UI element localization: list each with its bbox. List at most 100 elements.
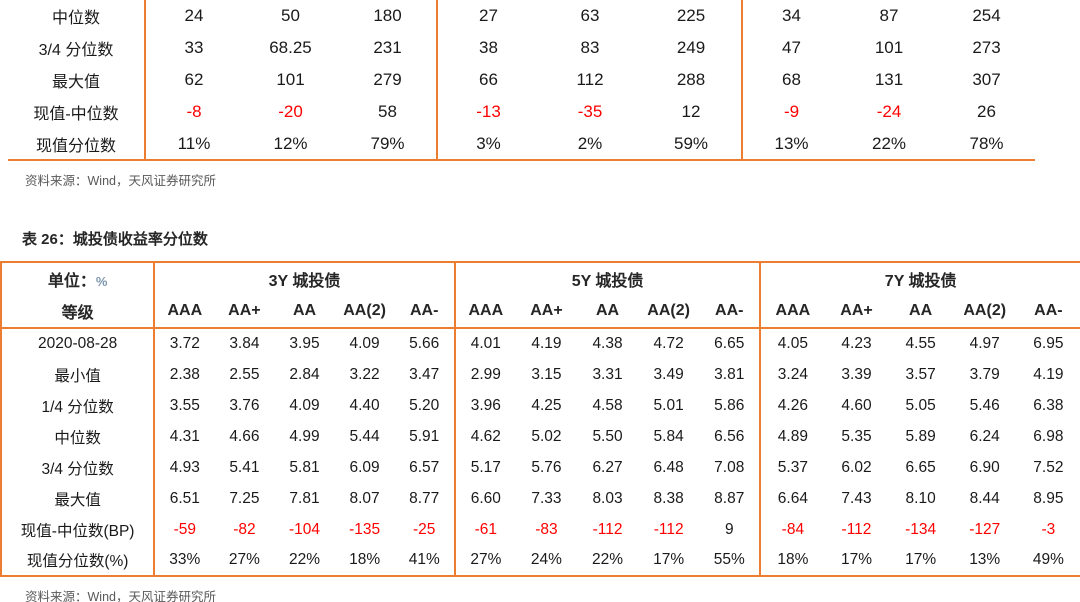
value-cell: 8.44 xyxy=(969,489,1000,507)
table-row: 3/4 分位数 4.93 5.41 5.81 6.09 6.57 5.17 5.76 6.27 6… xyxy=(1,452,1080,483)
value-cell: -20 xyxy=(278,102,303,121)
rating-header: AAA xyxy=(759,295,825,328)
value-cell: 101 xyxy=(874,38,904,57)
value-cell: 38 xyxy=(436,32,539,64)
value-cell: 4.62 xyxy=(453,421,516,452)
value-cell: 5.17 xyxy=(453,452,516,483)
value-cell: -59 xyxy=(153,514,215,545)
row-label: 现值分位数(%) xyxy=(26,553,129,570)
value-cell: 2.84 xyxy=(289,365,320,383)
value-cell: 8.77 xyxy=(409,489,440,507)
table-row: 1/4 分位数 3.55 3.76 4.09 4.40 5.20 3.96 4.25 4.58 5… xyxy=(1,390,1080,421)
value-cell: 8.10 xyxy=(905,489,936,507)
row-label: 现值分位数 xyxy=(35,137,116,155)
value-cell: 5.01 xyxy=(653,396,684,414)
value-cell: 5.02 xyxy=(531,427,562,445)
value-cell: 5.35 xyxy=(841,427,872,445)
table-row: 中位数 24 50 180 27 63 225 34 87 254 xyxy=(8,0,1035,32)
value-cell: 9 xyxy=(724,520,734,538)
value-cell: 8.87 xyxy=(714,489,745,507)
value-cell: 6.65 xyxy=(714,335,745,352)
value-cell: 6.51 xyxy=(153,483,215,514)
value-cell: 18% xyxy=(349,551,381,568)
value-cell: 2.38 xyxy=(153,359,215,390)
value-cell: 12% xyxy=(273,133,308,153)
value-cell: 26 xyxy=(977,102,996,121)
table26-title: 表 26：城投债收益率分位数 xyxy=(22,231,208,248)
value-cell: 3.79 xyxy=(969,365,1000,383)
value-cell: 8.07 xyxy=(349,489,380,507)
row-label: 现值-中位数 xyxy=(33,106,119,123)
row-label: 3/4 分位数 xyxy=(38,42,114,59)
rating-header: AA- xyxy=(1034,302,1063,319)
group-header-row: 单位：% 3Y 城投债 5Y 城投债 7Y 城投债 xyxy=(1,262,1080,295)
value-cell: 4.05 xyxy=(759,328,825,359)
rating-header: AAA xyxy=(453,295,516,328)
value-cell: -13 xyxy=(436,96,539,128)
value-cell: -25 xyxy=(413,520,436,538)
rating-header: AA xyxy=(292,302,317,319)
value-cell: 83 xyxy=(580,38,600,57)
rating-header: AA xyxy=(595,302,620,319)
value-cell: 6.64 xyxy=(759,483,825,514)
value-cell: 4.93 xyxy=(153,452,215,483)
table-row: 3/4 分位数 33 68.25 231 38 83 249 47 101 273 xyxy=(8,32,1035,64)
value-cell: 4.31 xyxy=(153,421,215,452)
value-cell: 4.40 xyxy=(349,396,380,414)
value-cell: -104 xyxy=(288,520,321,538)
value-cell: -83 xyxy=(535,520,558,538)
group-header-5y: 5Y 城投债 xyxy=(453,262,761,295)
value-cell: 279 xyxy=(373,70,402,89)
table-row: 中位数 4.31 4.66 4.99 5.44 5.91 4.62 5.02 5.50 5.84 6… xyxy=(1,421,1080,452)
value-cell: 6.02 xyxy=(841,458,872,476)
value-cell: 3.24 xyxy=(759,359,825,390)
rating-header: AA xyxy=(909,302,933,319)
value-cell: -9 xyxy=(741,96,840,128)
table-row: 最小值 2.38 2.55 2.84 3.22 3.47 2.99 3.15 3.31 3.49 3… xyxy=(1,359,1080,390)
value-cell: 6.65 xyxy=(905,458,936,476)
unit-label: 单位： xyxy=(47,273,96,290)
row-label: 3/4 分位数 xyxy=(41,460,114,478)
value-cell: 27% xyxy=(228,551,260,568)
value-cell: 3.15 xyxy=(531,365,562,383)
rating-header: AA- xyxy=(715,302,744,319)
value-cell: 8.03 xyxy=(592,489,623,507)
value-cell: 79% xyxy=(370,133,405,153)
value-cell: 4.72 xyxy=(653,335,684,352)
value-cell: 6.09 xyxy=(349,458,380,476)
group-header-3y: 3Y 城投债 xyxy=(153,262,455,295)
rating-header: AA+ xyxy=(840,302,873,319)
value-cell: 7.52 xyxy=(1033,458,1064,476)
value-cell: 5.20 xyxy=(409,396,440,414)
value-cell: 3.31 xyxy=(592,365,623,383)
value-cell: 78% xyxy=(969,133,1004,153)
value-cell: 5.76 xyxy=(531,458,562,476)
value-cell: 50 xyxy=(281,6,300,25)
value-cell: 24 xyxy=(144,0,242,32)
unit-cell: 单位：% xyxy=(1,262,154,295)
table26-header: 单位：% 3Y 城投债 5Y 城投债 7Y 城投债 等级 AAA AA+ AA … xyxy=(1,262,1080,328)
value-cell: -112 xyxy=(592,520,623,538)
group-header-7y: 7Y 城投债 xyxy=(759,262,1080,295)
row-label: 2020-08-28 xyxy=(37,335,118,352)
value-cell: -35 xyxy=(577,102,603,121)
value-cell: 2% xyxy=(577,133,603,153)
value-cell: 55% xyxy=(713,551,745,568)
value-cell: 27% xyxy=(453,545,516,576)
value-cell: 3.84 xyxy=(229,335,260,352)
value-cell: 4.09 xyxy=(289,396,320,414)
value-cell: 249 xyxy=(676,38,706,57)
value-cell: 17% xyxy=(905,551,937,568)
value-cell: 3.96 xyxy=(453,390,516,421)
value-cell: 33% xyxy=(153,545,215,576)
value-cell: 4.38 xyxy=(592,335,623,352)
value-cell: 4.01 xyxy=(453,328,516,359)
value-cell: 7.33 xyxy=(531,489,562,507)
value-cell: 5.50 xyxy=(592,427,623,445)
table-row: 2020-08-28 3.72 3.84 3.95 4.09 5.66 4.01 4.19 4.… xyxy=(1,328,1080,359)
value-cell: 18% xyxy=(759,545,825,576)
table-row: 最大值 6.51 7.25 7.81 8.07 8.77 6.60 7.33 8.03 8.38 8… xyxy=(1,483,1080,514)
value-cell: 5.46 xyxy=(969,396,1000,414)
value-cell: 41% xyxy=(408,551,440,568)
